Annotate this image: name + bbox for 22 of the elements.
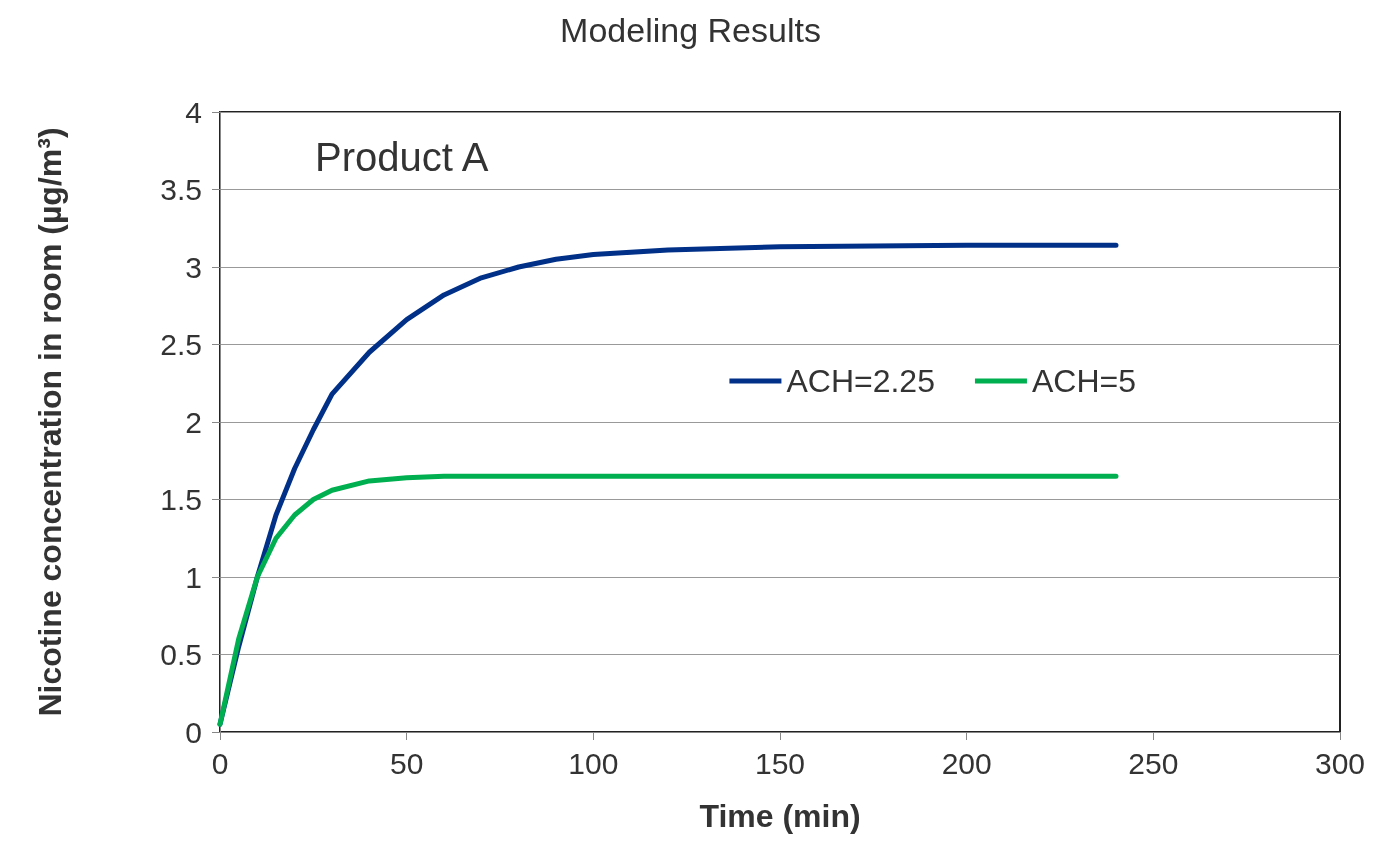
y-tick-label: 0 — [185, 715, 202, 749]
x-tick-label: 0 — [211, 746, 229, 780]
y-tick-label: 2.5 — [160, 328, 202, 361]
x-axis-title: Time (min) — [699, 798, 861, 834]
chart-title: Modeling Results — [560, 11, 821, 49]
legend-label: ACH=5 — [1031, 363, 1136, 399]
x-tick-label: 250 — [1128, 746, 1179, 780]
y-axis-title: Nicotine concentration in room (µg/m³) — [32, 127, 68, 717]
y-tick-label: 3.5 — [160, 173, 202, 206]
y-tick-label: 3 — [185, 250, 202, 284]
legend-label: ACH=2.25 — [786, 363, 935, 399]
y-tick-label: 2 — [185, 405, 202, 439]
y-tick-label: 0.5 — [160, 638, 202, 671]
y-tick-label: 1.5 — [160, 483, 202, 516]
y-tick-label: 1 — [185, 560, 202, 594]
y-tick-label: 4 — [185, 95, 202, 129]
annotation: Product A — [315, 135, 489, 179]
x-tick-label: 150 — [754, 746, 806, 780]
x-tick-label: 300 — [1314, 746, 1366, 780]
x-tick-label: 100 — [568, 746, 619, 780]
x-tick-label: 50 — [389, 746, 424, 780]
x-tick-label: 200 — [941, 746, 992, 780]
